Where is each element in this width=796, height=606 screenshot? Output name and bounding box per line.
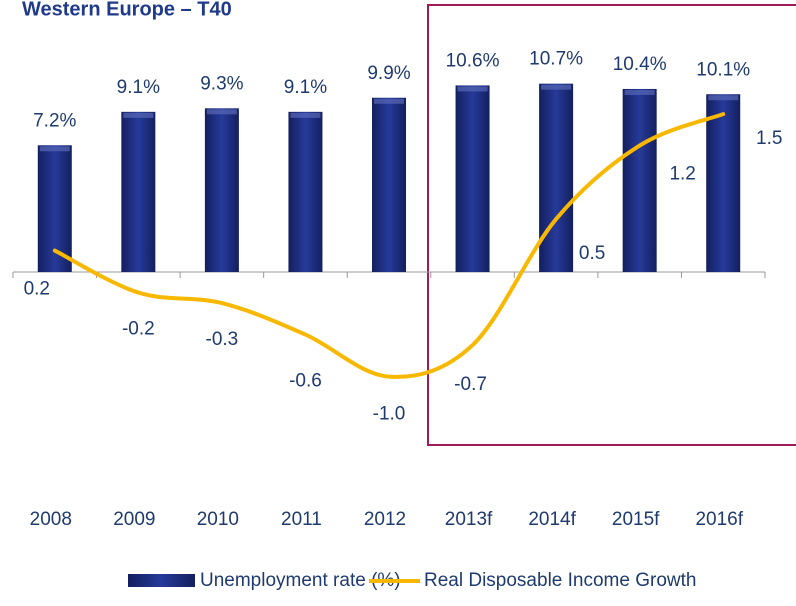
legend-label: Unemployment rate (%) <box>200 570 401 591</box>
bar <box>622 88 657 273</box>
bar-highlight <box>290 112 321 118</box>
bar-highlight <box>708 95 739 101</box>
line-value-label: -0.6 <box>289 371 322 392</box>
line-value-label: -0.2 <box>122 319 155 340</box>
bar-highlight <box>39 146 70 152</box>
x-tick-label: 2016f <box>695 509 743 530</box>
bar-value-label: 9.9% <box>367 63 410 84</box>
line-value-label: -0.7 <box>454 374 487 395</box>
x-tick-label: 2014f <box>528 509 576 530</box>
x-tick-label: 2011 <box>281 509 322 530</box>
x-tick-label: 2013f <box>445 509 493 530</box>
bar-value-label: 9.1% <box>284 77 327 98</box>
chart-title: Western Europe – T40 <box>22 0 232 20</box>
bar <box>121 111 156 272</box>
bar-value-label: 7.2% <box>33 110 76 131</box>
x-tick-label: 2015f <box>612 509 660 530</box>
bar-value-label: 10.1% <box>696 59 750 80</box>
bar-value-label: 10.7% <box>529 49 583 70</box>
bar-highlight <box>123 112 154 118</box>
forecast-box <box>427 4 796 446</box>
bar <box>539 83 574 273</box>
line <box>52 112 726 379</box>
legend-label: Real Disposable Income Growth <box>424 570 696 591</box>
bar <box>455 85 490 272</box>
bar-highlight <box>624 89 655 95</box>
bar-highlight <box>374 98 404 104</box>
line-value-label: 1.5 <box>756 128 782 149</box>
bar <box>37 145 72 272</box>
bar-highlight <box>457 86 488 92</box>
x-tick-label: 2008 <box>30 509 72 530</box>
x-tick-label: 2012 <box>364 509 406 530</box>
bar <box>372 97 406 272</box>
line-value-label: -0.3 <box>206 329 239 350</box>
bar-value-label: 9.1% <box>117 77 160 98</box>
legend-swatch <box>128 574 195 587</box>
bar-value-label: 9.3% <box>200 73 243 94</box>
x-tick-label: 2010 <box>197 509 239 530</box>
line-value-label: 0.2 <box>24 279 50 300</box>
bar <box>288 111 323 272</box>
bar <box>706 94 741 273</box>
line-value-label: 0.5 <box>579 243 605 264</box>
bar-value-label: 10.4% <box>613 54 667 75</box>
bar-highlight <box>541 84 572 90</box>
x-tick-label: 2009 <box>113 509 155 530</box>
line-value-label: -1.0 <box>373 404 406 425</box>
bar-value-label: 10.6% <box>446 50 500 71</box>
bar-highlight <box>206 109 237 115</box>
line-value-label: 1.2 <box>669 164 695 185</box>
bar <box>204 108 239 272</box>
